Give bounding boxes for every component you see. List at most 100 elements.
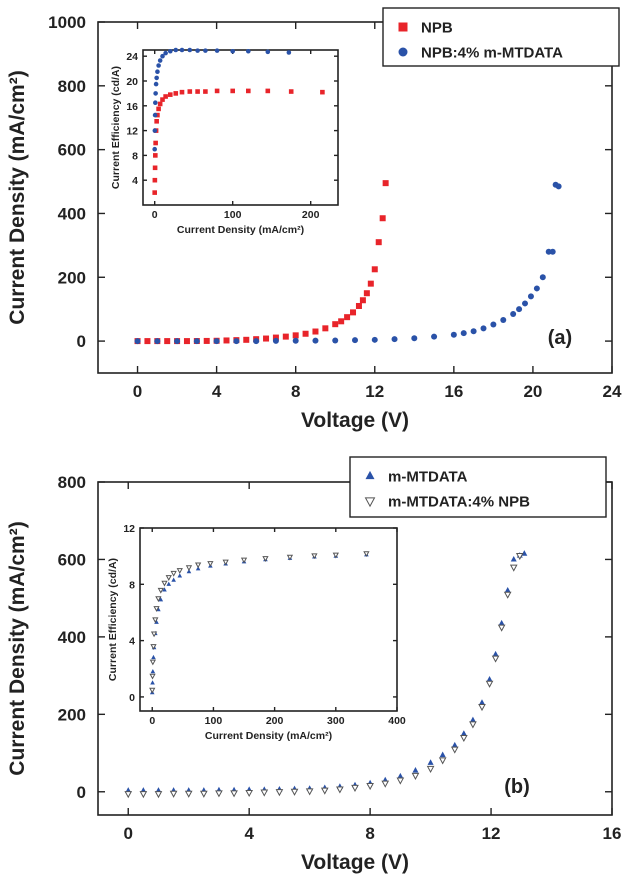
a-panel-label: (a) — [548, 327, 572, 349]
a-data-point — [539, 274, 546, 281]
a-series-2 — [134, 181, 562, 345]
b-plot-frame — [97, 481, 613, 816]
b-inset-data-point — [207, 561, 214, 567]
a-inset-y-tick-label: 4 — [132, 175, 138, 187]
a-inset-data-point — [152, 165, 158, 171]
a-y-axis-title: Current Density (mA/cm²) — [6, 70, 29, 324]
a-data-point — [379, 215, 386, 222]
b-data-point — [381, 780, 390, 788]
b-inset-plot-frame — [139, 527, 398, 712]
a-inset-data-point — [179, 89, 185, 95]
a-inset-data-point — [173, 91, 179, 96]
a-data-point — [431, 333, 438, 340]
a-inset-series-2 — [152, 47, 292, 152]
a-data-point — [134, 338, 141, 345]
a-data-point — [292, 337, 299, 344]
b-inset-data-point — [194, 562, 202, 569]
b-inset-data-point — [177, 573, 183, 578]
a-legend: NPB NPB:4% m-MTDATA — [382, 7, 620, 67]
b-series-1 — [125, 550, 528, 793]
b-inset-data-point — [157, 587, 164, 594]
a-inset-data-point — [156, 106, 161, 112]
a-inset-data-point — [203, 48, 208, 53]
b-inset-x-tick-label: 200 — [266, 715, 284, 727]
a-data-point — [555, 183, 562, 190]
b-data-point — [412, 767, 419, 773]
b-data-point — [451, 741, 458, 748]
b-data-point — [450, 746, 459, 754]
a-inset-data-point — [203, 89, 208, 94]
a-data-point — [460, 330, 467, 337]
a-legend-marker — [398, 47, 408, 57]
b-inset-data-point — [161, 580, 168, 587]
b-inset-data-point — [262, 556, 269, 562]
a-legend-box — [382, 7, 620, 67]
b-data-point — [230, 790, 238, 798]
b-data-point — [275, 789, 284, 797]
b-inset-data-point — [186, 568, 192, 574]
b-inset-data-point — [153, 606, 160, 612]
a-inset-data-point — [163, 94, 168, 99]
a-data-point — [450, 331, 457, 338]
b-data-point — [486, 676, 493, 682]
a-inset-data-point — [160, 53, 165, 59]
a-data-point — [522, 300, 529, 307]
b-y-tick-label: 600 — [58, 550, 86, 569]
b-data-point — [510, 555, 517, 562]
a-inset-data-point — [214, 48, 220, 53]
b-data-point — [305, 788, 314, 796]
a-data-point — [516, 306, 523, 313]
a-inset-data-point — [160, 97, 165, 102]
a-inset-data-point — [156, 63, 161, 68]
b-inset-data-point — [150, 668, 156, 674]
b-data-point — [351, 784, 359, 793]
a-inset-data-point — [179, 47, 185, 53]
a-inset-data-point — [152, 177, 158, 183]
b-inset-data-point — [171, 577, 176, 582]
b-data-point — [215, 790, 223, 798]
a-data-point — [352, 337, 358, 344]
b-inset-data-point — [152, 617, 159, 624]
a-inset-plot-frame — [142, 49, 339, 206]
b-legend-marker — [364, 497, 376, 508]
b-y-tick-label: 200 — [58, 705, 86, 724]
a-data-point — [233, 338, 240, 345]
b-inset-data-point — [176, 568, 183, 574]
b-data-point — [491, 655, 500, 663]
a-inset-data-point — [230, 48, 235, 54]
b-inset-data-point — [311, 553, 318, 560]
b-data-point — [469, 716, 476, 723]
a-inset-x-tick-label: 200 — [302, 209, 320, 221]
a-data-point — [490, 321, 497, 328]
a-data-point — [164, 338, 171, 345]
b-data-point — [478, 703, 486, 712]
a-data-point — [470, 328, 477, 335]
a-inset-data-point — [152, 112, 158, 118]
b-y-axis-title: Current Density (mA/cm²) — [6, 521, 29, 775]
a-x-tick-label: 4 — [212, 382, 222, 401]
b-inset-y-tick-label: 8 — [129, 579, 135, 591]
b-x-tick-label: 8 — [365, 824, 374, 843]
a-data-point — [371, 336, 378, 343]
a-data-point — [480, 325, 487, 332]
a-y-tick-label: 0 — [77, 332, 86, 351]
b-x-tick-label: 12 — [482, 824, 501, 843]
a-inset-data-point — [153, 81, 159, 87]
b-data-point — [260, 789, 269, 797]
b-inset-y-tick-label: 4 — [129, 636, 135, 648]
b-inset-y-tick-label: 12 — [123, 523, 135, 535]
a-data-point — [253, 338, 260, 345]
a-x-tick-label: 0 — [133, 382, 142, 401]
a-inset-y-tick-label: 16 — [126, 101, 138, 113]
b-x-tick-label: 4 — [244, 824, 254, 843]
b-inset-y-tick-label: 0 — [129, 692, 135, 704]
b-inset-data-point — [166, 581, 172, 586]
b-legend-label: m-MTDATA — [388, 469, 468, 486]
b-data-point — [336, 786, 344, 794]
b-inset-data-point — [170, 570, 177, 577]
a-data-point — [223, 337, 230, 344]
b-x-axis-title: Voltage (V) — [301, 851, 409, 874]
a-inset-y-tick-label: 8 — [132, 150, 138, 162]
b-inset-data-point — [195, 566, 201, 571]
